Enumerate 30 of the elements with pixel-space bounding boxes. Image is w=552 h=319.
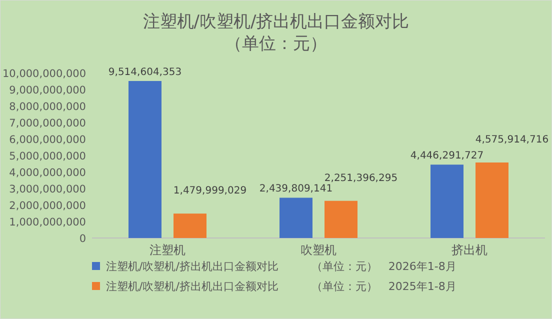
- x-tick-label: 注塑机: [150, 243, 186, 257]
- legend-label: 注塑机/吹塑机/挤出机出口金额对比 （单位：元） 2026年1-8月: [106, 260, 456, 273]
- data-label: 2,439,809,141: [259, 184, 333, 195]
- data-label: 2,251,396,295: [324, 172, 398, 184]
- legend-label: 注塑机/吹塑机/挤出机出口金额对比 （单位：元） 2025年1-8月: [106, 280, 456, 293]
- y-tick-label: 1,000,000,000: [9, 216, 86, 228]
- data-label: 1,479,999,029: [173, 186, 247, 197]
- chart-title: 注塑机/吹塑机/挤出机出口金额对比: [142, 12, 410, 32]
- bar: [476, 162, 508, 238]
- y-tick-label: 7,000,000,000: [9, 118, 86, 130]
- y-tick-label: 9,000,000,000: [9, 84, 86, 96]
- x-tick-label: 吹塑机: [300, 243, 336, 257]
- bar: [174, 214, 206, 238]
- y-tick-label: 5,000,000,000: [9, 150, 86, 162]
- x-tick-label: 挤出机: [452, 243, 488, 257]
- bar: [430, 164, 464, 238]
- y-tick-label: 4,000,000,000: [9, 167, 86, 179]
- data-label: 9,514,604,353: [108, 67, 182, 78]
- y-tick-label: 3,000,000,000: [9, 184, 86, 196]
- chart-subtitle: （单位：元）: [225, 34, 327, 54]
- bar: [280, 198, 312, 238]
- data-label: 4,575,914,716: [475, 134, 549, 146]
- y-tick-label: 2,000,000,000: [9, 200, 86, 212]
- y-tick-label: 8,000,000,000: [9, 101, 86, 113]
- y-tick-label: 6,000,000,000: [9, 134, 86, 146]
- bar: [128, 81, 162, 238]
- data-label: 4,446,291,727: [410, 150, 484, 162]
- y-tick-label: 10,000,000,000: [2, 68, 86, 80]
- y-tick-label: 0: [79, 233, 86, 245]
- bar: [324, 200, 358, 238]
